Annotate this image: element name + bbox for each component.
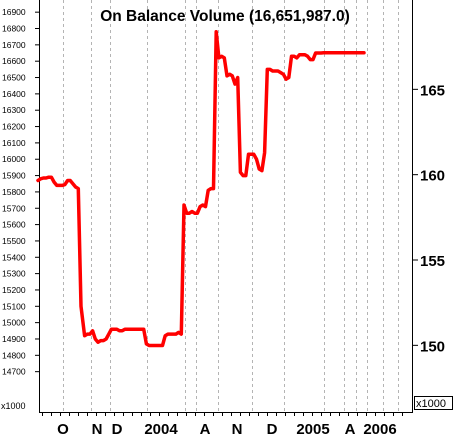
left-axis-tick-label: 16000 <box>2 154 26 164</box>
x-axis-tick-label: D <box>267 421 278 438</box>
right-axis-tick-label: 155 <box>420 253 445 270</box>
left-axis-tick-label: 16500 <box>2 73 26 83</box>
x-axis-tick-label: N <box>232 421 243 438</box>
left-axis-tick-label: 16800 <box>2 24 26 34</box>
left-axis-tick-label: 15400 <box>2 252 26 262</box>
left-axis-tick-label: 15900 <box>2 171 26 181</box>
left-axis-unit-label: x1000 <box>1 401 26 411</box>
x-axis: O N D 2004 A N D 2005 A 2006 <box>42 412 403 438</box>
right-axis-unit-box <box>414 396 453 410</box>
obv-series-line <box>36 30 366 348</box>
left-axis-tick-label: 15100 <box>2 301 26 311</box>
left-axis-tick-label: 16300 <box>2 105 26 115</box>
left-axis-tick-label: 16900 <box>2 7 26 17</box>
left-axis-tick-label: 15000 <box>2 318 26 328</box>
left-axis-tick-label: 14700 <box>2 367 26 377</box>
right-axis-unit-label: x1000 <box>416 398 446 410</box>
x-axis-tick-label: A <box>345 421 356 438</box>
chart-title: On Balance Volume (16,651,987.0) <box>100 8 350 25</box>
x-axis-tick-label: 2006 <box>363 421 396 438</box>
left-axis-tick-label: 15500 <box>2 236 26 246</box>
left-axis-tick-label: 15300 <box>2 269 26 279</box>
left-axis-tick-label: 15600 <box>2 220 26 230</box>
left-axis-tick-label: 14900 <box>2 334 26 344</box>
left-axis-tick-label: 16600 <box>2 56 26 66</box>
left-axis-tick-label: 16400 <box>2 89 26 99</box>
x-axis-tick-label: A <box>200 421 211 438</box>
x-axis-tick-label: 2004 <box>144 421 178 438</box>
x-axis-tick-label: N <box>92 421 103 438</box>
x-axis-tick-label: D <box>112 421 123 438</box>
right-axis-tick-label: 150 <box>420 338 445 355</box>
right-axis-tick-label: 165 <box>420 82 445 99</box>
right-axis: 150 155 160 165 <box>412 82 445 355</box>
left-axis-tick-label: 14800 <box>2 350 26 360</box>
left-axis-tick-label: 16700 <box>2 40 26 50</box>
x-axis-tick-label: 2005 <box>296 421 329 438</box>
left-axis-tick-label: 15700 <box>2 203 26 213</box>
left-axis-tick-label: 15800 <box>2 187 26 197</box>
left-axis-tick-label: 15200 <box>2 285 26 295</box>
left-axis-tick-label: 16100 <box>2 138 26 148</box>
x-axis-tick-label: O <box>57 421 69 438</box>
left-axis-tick-label: 16200 <box>2 122 26 132</box>
left-axis: 14700 14800 14900 15000 15100 15200 15300 15400… <box>2 7 39 377</box>
right-axis-tick-label: 160 <box>420 168 445 185</box>
vertical-grid <box>63 0 399 412</box>
